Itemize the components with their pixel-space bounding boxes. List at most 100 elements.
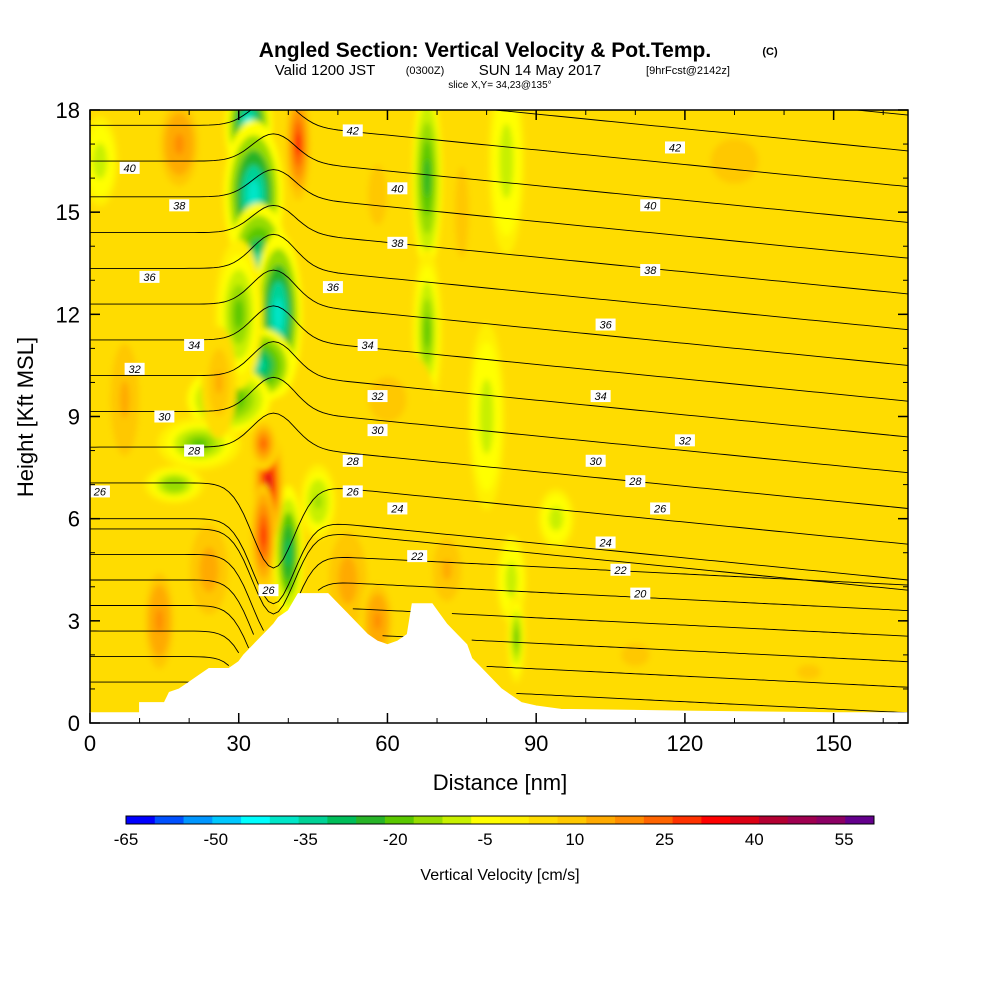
velocity-cell <box>300 464 336 540</box>
theta-contour-line <box>90 528 908 615</box>
colorbar-swatch <box>183 816 213 824</box>
velocity-cell <box>273 485 304 621</box>
svg-text:30: 30 <box>158 412 171 424</box>
colorbar-swatch <box>442 816 472 824</box>
y-tick-label: 15 <box>56 200 80 225</box>
theta-contour-label: 32 <box>367 390 388 403</box>
colorbar-swatch <box>471 816 501 824</box>
forecast-info: [9hrFcst@2142z] <box>646 65 730 77</box>
colorbar-swatch <box>154 816 185 824</box>
svg-text:38: 38 <box>173 200 186 212</box>
copyright-mark: (C) <box>762 46 778 58</box>
theta-contour-line <box>851 110 908 116</box>
valid-date: SUN 14 May 2017 <box>479 62 602 79</box>
slice-info: slice X,Y= 34,23@135° <box>448 80 551 91</box>
theta-contour-label: 32 <box>124 362 145 376</box>
theta-contour-label: 38 <box>640 264 661 277</box>
svg-text:32: 32 <box>371 391 383 403</box>
colorbar-swatch <box>758 816 789 824</box>
velocity-cell <box>749 634 869 710</box>
x-tick-label: 30 <box>226 731 250 756</box>
svg-text:22: 22 <box>410 551 423 563</box>
colorbar-swatch <box>643 816 674 824</box>
svg-text:26: 26 <box>346 486 360 498</box>
colorbar-swatch <box>615 816 645 824</box>
valid-utc: (0300Z) <box>406 65 445 77</box>
theta-contour-label: 28 <box>184 444 205 458</box>
velocity-cell <box>412 110 442 272</box>
theta-contour-line <box>90 233 908 331</box>
colorbar-swatch <box>701 816 731 824</box>
colorbar-swatch <box>356 816 386 824</box>
theta-contour-label: 22 <box>407 550 428 563</box>
colorbar-tick-label: -65 <box>114 830 139 849</box>
y-tick-label: 6 <box>68 507 80 532</box>
colorbar-tick-label: 10 <box>565 830 584 849</box>
theta-contour-label: 26 <box>258 584 279 597</box>
theta-contour-labels: 20 22 22 24 24 26 26 26 26 28 28 28 30 30 30 32 32 32 34 34… <box>90 124 695 601</box>
colorbar-swatch <box>384 816 415 824</box>
theta-contour-label: 42 <box>342 124 363 137</box>
velocity-cell <box>538 488 574 549</box>
svg-text:40: 40 <box>391 183 404 195</box>
svg-text:28: 28 <box>187 446 201 458</box>
theta-contour-label: 36 <box>595 318 616 332</box>
theta-contour-label: 30 <box>585 454 606 468</box>
theta-contour-label: 40 <box>119 161 140 175</box>
theta-contour-line <box>90 341 908 438</box>
theta-contour-line <box>90 133 908 223</box>
colorbar-swatch <box>269 816 300 824</box>
theta-contours <box>90 110 908 714</box>
colorbar-frame <box>125 815 875 825</box>
theta-contour-label: 30 <box>154 410 175 424</box>
colorbar-swatch <box>586 816 616 824</box>
theta-contour-label: 22 <box>610 563 631 577</box>
colorbar-swatch <box>241 816 271 824</box>
velocity-shading <box>90 110 869 712</box>
colorbar-swatch <box>212 816 242 824</box>
y-tick-label: 3 <box>68 609 80 634</box>
velocity-cell <box>468 322 505 511</box>
svg-text:24: 24 <box>598 538 611 550</box>
theta-contour-label: 34 <box>184 338 205 352</box>
theta-contour-line <box>90 204 908 295</box>
velocity-cell <box>141 560 178 681</box>
svg-text:28: 28 <box>346 456 360 468</box>
svg-text:40: 40 <box>644 200 657 212</box>
theta-contour-line <box>90 269 908 366</box>
theta-contour-label: 34 <box>357 338 378 352</box>
theta-contour-line <box>490 110 908 152</box>
theta-contour-line <box>90 681 908 714</box>
colorbar-tick-label: -5 <box>477 830 492 849</box>
theta-contour-label: 40 <box>387 182 408 195</box>
terrain-mask <box>90 593 908 723</box>
svg-text:32: 32 <box>679 435 691 447</box>
svg-text:30: 30 <box>590 456 603 468</box>
theta-contour-label: 42 <box>664 141 685 154</box>
y-tick-label: 12 <box>56 302 80 327</box>
svg-text:40: 40 <box>124 163 137 175</box>
svg-text:36: 36 <box>327 282 340 294</box>
colorbar-title: Vertical Velocity [cm/s] <box>420 867 579 884</box>
svg-text:26: 26 <box>261 585 275 597</box>
colorbar-swatch <box>327 816 357 824</box>
velocity-cell <box>286 110 311 201</box>
theta-contour-label: 36 <box>322 281 343 294</box>
svg-text:34: 34 <box>188 340 200 352</box>
colorbar-swatch <box>528 816 559 824</box>
velocity-cell <box>563 598 707 712</box>
svg-text:26: 26 <box>93 486 107 498</box>
colorbar-swatch <box>816 816 846 824</box>
velocity-cell <box>353 120 402 271</box>
theta-contour-label: 26 <box>342 485 363 498</box>
theta-contour-label: 28 <box>342 454 363 468</box>
svg-text:28: 28 <box>628 476 642 488</box>
svg-text:42: 42 <box>669 142 681 154</box>
svg-text:20: 20 <box>633 589 647 601</box>
svg-text:22: 22 <box>613 565 626 577</box>
theta-contour-line <box>90 110 908 188</box>
svg-text:24: 24 <box>390 503 403 515</box>
